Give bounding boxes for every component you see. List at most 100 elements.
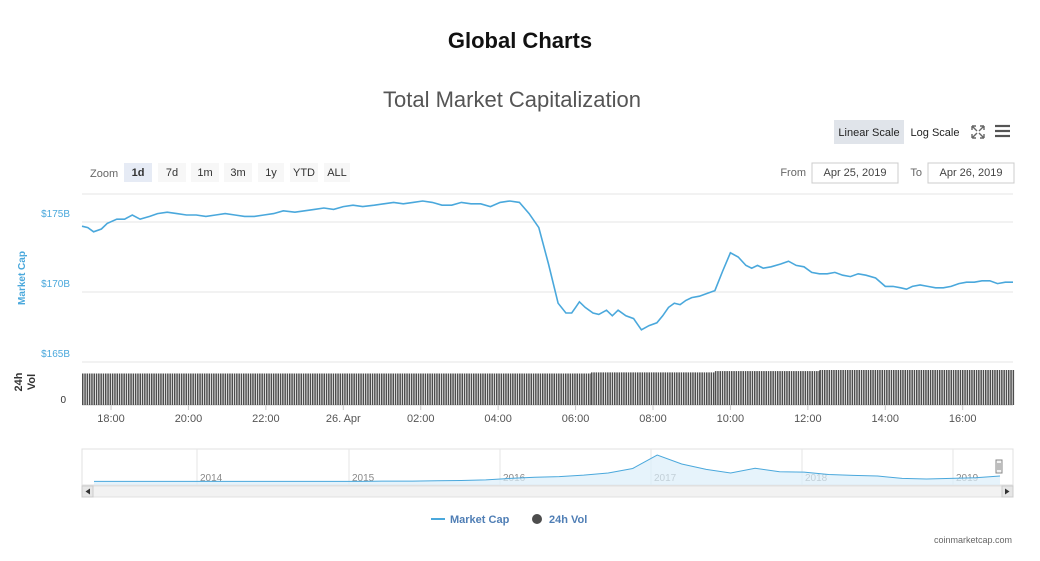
y-tick-label: $175B xyxy=(41,209,70,220)
legend-item-24h-vol[interactable]: 24h Vol xyxy=(532,514,587,526)
volume-bar xyxy=(134,373,137,405)
volume-bar xyxy=(102,373,105,405)
volume-bar xyxy=(482,373,484,405)
volume-bar xyxy=(374,373,376,405)
zoom-button-3m[interactable]: 3m xyxy=(224,163,252,182)
expand-icon[interactable] xyxy=(971,125,985,139)
volume-bar xyxy=(811,371,813,405)
volume-bar xyxy=(742,371,744,405)
volume-bar xyxy=(197,373,199,405)
volume-bar xyxy=(797,371,800,405)
volume-bar xyxy=(392,373,394,405)
volume-bar xyxy=(927,370,929,405)
volume-bar xyxy=(206,373,208,405)
volume-bar xyxy=(456,373,459,405)
volume-bar xyxy=(980,370,982,405)
y-axis-title: Market Cap xyxy=(17,251,28,305)
volume-bar xyxy=(703,372,706,405)
volume-bar xyxy=(767,371,770,405)
volume-bar xyxy=(553,373,555,405)
zoom-button-ytd[interactable]: YTD xyxy=(290,163,318,182)
volume-bar xyxy=(588,373,590,405)
volume-bar xyxy=(955,370,957,405)
volume-bar xyxy=(669,372,671,405)
volume-bar xyxy=(330,373,332,405)
volume-bar xyxy=(266,373,268,405)
volume-bar xyxy=(141,373,144,405)
volume-bar xyxy=(238,373,240,405)
volume-bar xyxy=(772,371,774,405)
volume-bar xyxy=(851,370,854,405)
volume-bar xyxy=(385,373,388,405)
volume-bar xyxy=(399,373,401,405)
volume-bar xyxy=(176,373,178,405)
volume-bar xyxy=(507,373,509,405)
volume-bar xyxy=(84,373,86,405)
volume-bar xyxy=(666,372,669,405)
volume-bar xyxy=(417,373,420,405)
volume-bar xyxy=(466,373,468,405)
volume-bar xyxy=(865,370,867,405)
volume-bar xyxy=(678,372,680,405)
navigator-scrollbar-track[interactable] xyxy=(81,485,1014,498)
volume-bar xyxy=(821,370,824,405)
zoom-button-label: 1d xyxy=(132,167,145,179)
volume-bar xyxy=(514,373,516,405)
from-date-input[interactable]: Apr 25, 2019 xyxy=(811,162,899,184)
zoom-button-all[interactable]: ALL xyxy=(324,163,350,182)
zoom-button-7d[interactable]: 7d xyxy=(158,163,186,182)
volume-bar xyxy=(82,373,84,405)
volume-axis-title-line1: 24h xyxy=(13,372,25,391)
volume-bar xyxy=(637,372,639,405)
hamburger-menu-icon[interactable] xyxy=(995,124,1010,138)
volume-bar xyxy=(671,372,673,405)
volume-bar xyxy=(641,372,644,405)
zoom-button-label: 1m xyxy=(197,167,212,179)
volume-bar xyxy=(1008,370,1010,405)
volume-bar xyxy=(332,373,335,405)
legend-circle-symbol xyxy=(532,514,542,524)
volume-bar xyxy=(968,370,971,405)
volume-bar xyxy=(192,373,194,405)
scale-button-log[interactable]: Log Scale xyxy=(906,120,964,144)
volume-bar xyxy=(190,373,192,405)
scale-button-linear[interactable]: Linear Scale xyxy=(834,120,904,144)
volume-bar xyxy=(312,373,314,405)
to-date-input[interactable]: Apr 26, 2019 xyxy=(927,162,1015,184)
volume-bar xyxy=(870,370,872,405)
volume-bar xyxy=(286,373,289,405)
volume-bar xyxy=(788,371,790,405)
volume-bar xyxy=(932,370,934,405)
credit-link[interactable]: coinmarketcap.com xyxy=(934,535,1012,545)
chart-title: Total Market Capitalization xyxy=(383,87,641,112)
zoom-button-1y[interactable]: 1y xyxy=(258,163,284,182)
navigator-handle[interactable] xyxy=(995,459,1003,474)
volume-bar xyxy=(337,373,339,405)
scroll-left-arrow[interactable] xyxy=(81,485,94,498)
y-tick-label: $170B xyxy=(41,279,70,290)
volume-bar xyxy=(470,373,473,405)
volume-bar xyxy=(355,373,358,405)
volume-bar xyxy=(298,373,300,405)
x-tick-label: 14:00 xyxy=(871,413,899,425)
volume-bar xyxy=(765,371,767,405)
legend-item-market-cap[interactable]: Market Cap xyxy=(431,514,510,526)
zoom-button-1m[interactable]: 1m xyxy=(191,163,219,182)
volume-bar xyxy=(300,373,302,405)
volume-bar xyxy=(842,370,844,405)
volume-bar xyxy=(655,372,657,405)
scroll-right-arrow[interactable] xyxy=(1001,485,1014,498)
navigator-year-label: 2014 xyxy=(200,473,223,484)
volume-bar xyxy=(164,373,167,405)
volume-bar xyxy=(876,370,879,405)
volume-bar xyxy=(348,373,351,405)
volume-bar xyxy=(123,373,125,405)
volume-bar xyxy=(323,373,325,405)
zoom-button-1d[interactable]: 1d xyxy=(124,163,152,182)
volume-bar xyxy=(754,371,756,405)
volume-bar xyxy=(936,370,939,405)
volume-bar xyxy=(581,373,583,405)
volume-bar xyxy=(867,370,870,405)
volume-bar xyxy=(959,370,962,405)
navigator-line xyxy=(94,454,1001,482)
